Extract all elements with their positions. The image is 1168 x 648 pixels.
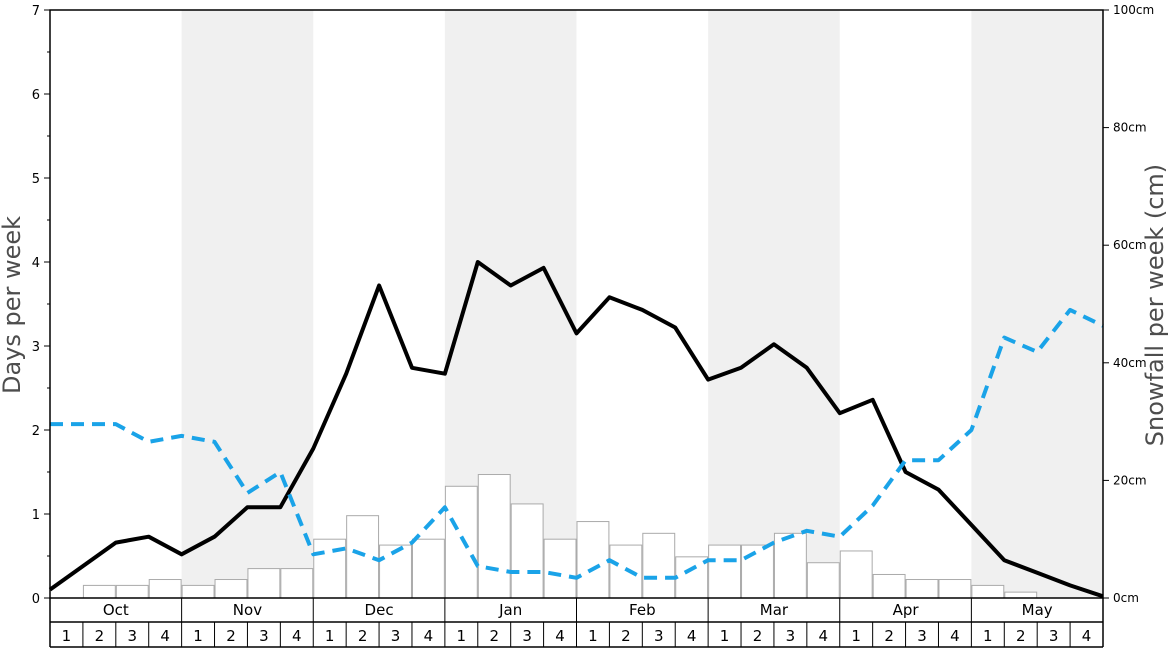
- week-label: 4: [292, 627, 302, 645]
- week-label: 2: [95, 627, 105, 645]
- month-shading: [181, 10, 1103, 598]
- y2-axis-title: Snowfall per week (cm): [1141, 164, 1168, 446]
- snowfall-bar: [609, 544, 643, 599]
- week-label: 1: [588, 627, 598, 645]
- week-label: 1: [720, 627, 730, 645]
- week-label: 1: [851, 627, 861, 645]
- snowfall-bar: [839, 550, 873, 599]
- month-label-apr: Apr: [893, 601, 920, 619]
- y2-tick-label: 80cm: [1113, 121, 1147, 135]
- snowfall-bar: [280, 568, 314, 599]
- month-label-mar: Mar: [760, 601, 789, 619]
- snowfall-bar: [148, 579, 182, 599]
- y-tick-label: 5: [32, 172, 40, 187]
- week-label: 2: [1016, 627, 1026, 645]
- snowfall-bar: [675, 556, 709, 599]
- solid-line: [48, 260, 1104, 599]
- week-label: 3: [522, 627, 532, 645]
- snowfall-bar: [181, 584, 215, 599]
- month-week-axis: Oct 1 2 3 4 Nov 1 2 3 4 Dec 1 2 3 4 Jan 1 2 3 4 Feb 1 2 3 4 Mar 1 2…: [49, 598, 1104, 648]
- snowfall-bar: [510, 503, 544, 599]
- week-label: 2: [358, 627, 368, 645]
- snowfall-bar: [806, 562, 840, 599]
- week-label: 1: [325, 627, 335, 645]
- week-label: 2: [884, 627, 894, 645]
- week-label: 3: [127, 627, 137, 645]
- week-label: 3: [786, 627, 796, 645]
- snowfall-bar: [576, 521, 610, 599]
- y2-tick-label: 40cm: [1113, 356, 1147, 370]
- dashed-line: [50, 307, 1104, 580]
- snowfall-bar: [543, 538, 577, 599]
- snowfall-bar: [642, 532, 676, 599]
- week-label: 3: [391, 627, 401, 645]
- snowfall-bars: [82, 474, 1038, 599]
- snowfall-bar: [115, 584, 149, 599]
- y-tick-label: 4: [32, 256, 40, 271]
- y2-tick-label: 60cm: [1113, 238, 1147, 252]
- week-label: 4: [424, 627, 434, 645]
- week-label: 1: [62, 627, 72, 645]
- snowfall-bar: [905, 579, 939, 599]
- snowfall-bar: [741, 544, 774, 599]
- week-label: 4: [950, 627, 960, 645]
- week-label: 4: [819, 627, 829, 645]
- week-label: 4: [160, 627, 170, 645]
- month-label-may: May: [1022, 601, 1053, 619]
- y-axis-title: Days per week: [0, 216, 26, 394]
- y2-tick-label: 100cm: [1113, 3, 1154, 17]
- y-tick-label: 1: [32, 508, 40, 523]
- week-label: 1: [457, 627, 467, 645]
- y-tick-label: 6: [32, 88, 40, 103]
- snowfall-bar: [872, 573, 906, 599]
- week-label: 4: [687, 627, 697, 645]
- month-label-feb: Feb: [629, 601, 656, 619]
- month-label-dec: Dec: [365, 601, 394, 619]
- snowfall-bar: [444, 485, 478, 599]
- snowfall-bar: [379, 544, 412, 599]
- y2-tick-label: 20cm: [1113, 473, 1147, 487]
- y-tick-label: 3: [32, 340, 40, 355]
- month-label-oct: Oct: [103, 601, 129, 619]
- week-label: 1: [983, 627, 993, 645]
- week-label: 2: [489, 627, 499, 645]
- snowfall-bar: [313, 538, 347, 599]
- month-shade-may: [971, 10, 1103, 598]
- y-tick-label: 2: [32, 424, 40, 439]
- week-label: 3: [917, 627, 927, 645]
- snowfall-bar: [938, 579, 972, 599]
- week-label: 3: [654, 627, 664, 645]
- snowfall-bar: [971, 584, 1005, 599]
- snowfall-bar: [411, 538, 445, 599]
- week-label: 2: [226, 627, 236, 645]
- y2-tick-label: 0cm: [1113, 591, 1139, 605]
- week-label: 2: [621, 627, 631, 645]
- month-label-jan: Jan: [498, 601, 522, 619]
- snowfall-bar: [708, 544, 742, 599]
- month-label-nov: Nov: [233, 601, 262, 619]
- week-label: 4: [1082, 627, 1092, 645]
- y-tick-label: 7: [32, 4, 40, 19]
- month-shade-mar: [708, 10, 840, 598]
- snowfall-bar: [82, 584, 116, 599]
- week-label: 4: [555, 627, 565, 645]
- snowfall-bar: [247, 568, 281, 599]
- axes: 0 1 2 3 4 5 6 7 0cm 20cm 40cm 60cm 80cm 100cm: [32, 3, 1154, 607]
- trend-lines: [48, 260, 1104, 599]
- snowfall-bar: [477, 474, 511, 599]
- snowfall-bar: [214, 579, 248, 599]
- y-tick-label: 0: [32, 592, 40, 607]
- snowfall-bar: [1004, 591, 1038, 599]
- week-label: 1: [193, 627, 203, 645]
- week-label: 3: [259, 627, 269, 645]
- week-label: 3: [1049, 627, 1059, 645]
- snowfall-bar: [773, 532, 807, 599]
- week-label: 2: [753, 627, 763, 645]
